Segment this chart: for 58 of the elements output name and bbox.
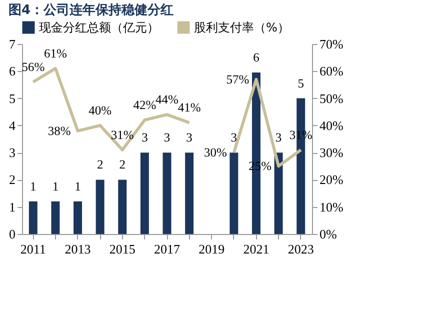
x-tick-label: 2015 [109, 242, 136, 256]
x-tick-label: 2017 [154, 242, 180, 256]
bar [28, 201, 38, 234]
bar [185, 152, 194, 234]
y2-tick-label: 30% [320, 145, 344, 160]
data-label: 1 [52, 179, 59, 194]
y2-tick-label: 20% [320, 172, 344, 188]
data-label: 3 [230, 130, 238, 145]
data-label: 41% [178, 100, 201, 115]
bar [96, 180, 104, 234]
data-label: 1 [30, 179, 36, 194]
y2-tick-label: 0% [320, 226, 337, 242]
data-label: 6 [253, 50, 260, 64]
y-tick-label: 2 [9, 172, 16, 188]
bar [274, 152, 283, 234]
y-tick-label: 4 [9, 118, 16, 133]
y2-tick-label: 70% [320, 36, 344, 52]
y2-tick-label: 40% [320, 118, 344, 133]
chart-title: 图4：公司连年保持稳健分红 [8, 3, 174, 18]
x-tick-label: 2013 [64, 242, 91, 256]
data-label: 3 [142, 130, 148, 145]
y2-tick-label: 60% [320, 64, 344, 79]
legend-label: 股利支付率（%） [194, 20, 290, 35]
y-tick-label: 6 [9, 64, 16, 79]
data-label: 57% [226, 72, 250, 86]
data-label: 42% [133, 98, 156, 112]
data-label: 3 [275, 130, 282, 145]
data-label: 5 [298, 76, 304, 90]
x-tick-label: 2023 [288, 242, 314, 256]
y-tick-label: 7 [9, 36, 16, 52]
data-label: 2 [96, 158, 104, 172]
bar [140, 152, 149, 234]
data-label: 3 [186, 130, 192, 145]
bar [51, 201, 60, 234]
bar [118, 180, 127, 234]
data-label: 61% [44, 46, 67, 60]
legend-label: 现金分红总额（亿元） [39, 20, 159, 35]
y-tick-label: 1 [9, 199, 16, 214]
data-label: 3 [164, 130, 170, 145]
data-label: 38% [48, 124, 71, 138]
data-label: 56% [22, 60, 45, 74]
y2-tick-label: 10% [320, 199, 344, 214]
data-label: 2 [119, 158, 126, 172]
data-label: 40% [88, 103, 112, 118]
data-label: 44% [156, 92, 178, 107]
x-tick-label: 2019 [198, 242, 225, 256]
y-tick-label: 0 [9, 226, 16, 242]
bar [162, 152, 172, 234]
data-label: 1 [74, 179, 81, 194]
x-tick-label: 2011 [20, 242, 46, 256]
data-label: 30% [204, 146, 227, 160]
data-label: 31% [110, 128, 134, 142]
bar [74, 201, 82, 234]
y-tick-label: 3 [9, 145, 16, 160]
bar [230, 152, 238, 234]
y2-tick-label: 50% [320, 90, 344, 106]
y-tick-label: 5 [9, 90, 16, 106]
x-tick-label: 2021 [243, 242, 270, 256]
